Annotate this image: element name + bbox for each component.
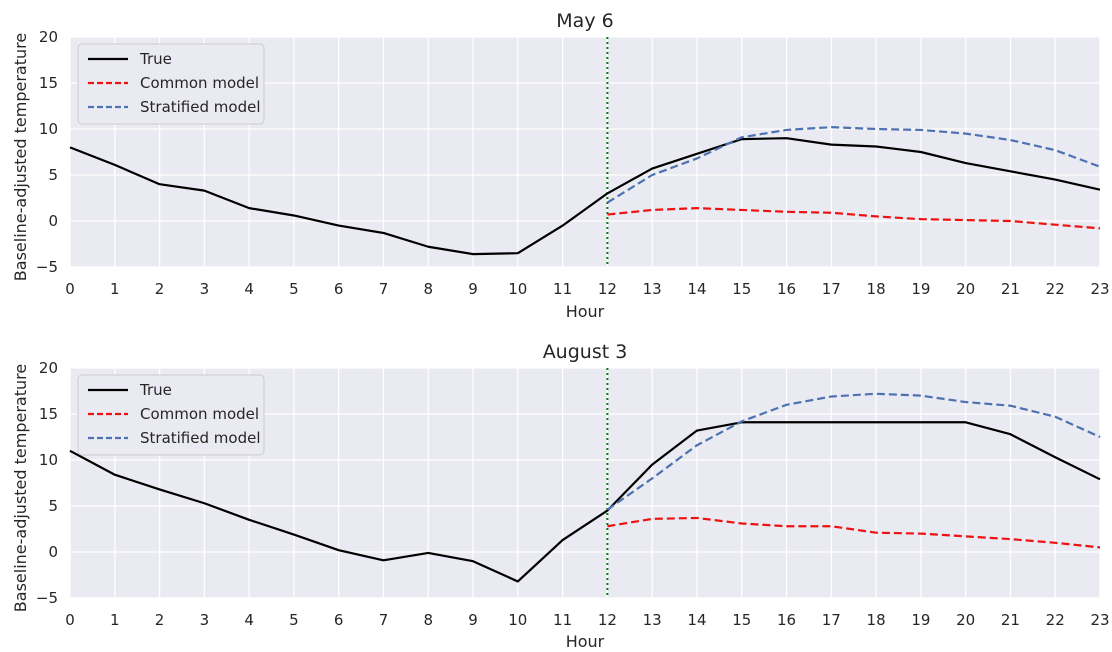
legend-label: True <box>139 381 172 399</box>
x-tick-label: 9 <box>468 611 478 629</box>
x-tick-label: 8 <box>423 611 433 629</box>
x-tick-label: 5 <box>289 611 299 629</box>
x-tick-label: 0 <box>65 611 75 629</box>
x-tick-label: 9 <box>468 280 478 298</box>
x-tick-label: 16 <box>777 280 796 298</box>
x-tick-label: 7 <box>379 611 389 629</box>
chart-panel-1: 0 1 2 3 4 5 6 7 8 9 10 11 12 13 14 15 16 17 18 19 20 21 22 23−5… <box>11 10 1110 321</box>
x-tick-label: 2 <box>155 280 165 298</box>
y-tick-label: 10 <box>39 120 58 138</box>
x-tick-label: 4 <box>244 611 254 629</box>
x-tick-label: 21 <box>1001 611 1020 629</box>
x-tick-label: 12 <box>598 280 617 298</box>
series-line-stratified-model <box>606 126 1101 204</box>
series-line-stratified-model <box>606 392 1101 511</box>
x-tick-label: 6 <box>334 611 344 629</box>
chart-title: August 3 <box>543 341 628 363</box>
y-axis-label: Baseline-adjusted temperature <box>11 33 30 281</box>
legend-label: Stratified model <box>140 429 260 447</box>
x-tick-label: 13 <box>643 280 662 298</box>
x-tick-label: 14 <box>687 280 706 298</box>
legend-box <box>77 43 265 125</box>
x-tick-label: 6 <box>334 280 344 298</box>
x-tick-label: 23 <box>1090 611 1109 629</box>
chart-panel-2: 0 1 2 3 4 5 6 7 8 9 10 11 12 13 14 15 16 17 18 19 20 21 22 23−5… <box>11 341 1110 651</box>
y-tick-label: −5 <box>36 589 58 607</box>
x-tick-label: 1 <box>110 280 120 298</box>
legend: True Common model Stratified model <box>77 374 265 456</box>
x-tick-label: 20 <box>956 611 975 629</box>
series-line-true <box>69 421 1101 583</box>
x-tick-label: 20 <box>956 280 975 298</box>
x-tick-label: 1 <box>110 611 120 629</box>
x-tick-label: 3 <box>200 280 210 298</box>
chart-title: May 6 <box>556 10 613 32</box>
x-tick-label: 2 <box>155 611 165 629</box>
x-tick-label: 18 <box>867 611 886 629</box>
x-tick-label: 3 <box>200 611 210 629</box>
x-tick-label: 11 <box>553 611 572 629</box>
series-line-common-model <box>607 516 1101 549</box>
x-tick-label: 13 <box>643 611 662 629</box>
x-tick-label: 22 <box>1046 280 1065 298</box>
x-tick-label: 15 <box>732 611 751 629</box>
x-tick-label: 19 <box>911 611 930 629</box>
legend-label: Stratified model <box>140 98 260 116</box>
legend-label: True <box>139 50 172 68</box>
x-axis-label: Hour <box>566 632 605 651</box>
y-tick-label: −5 <box>36 258 58 276</box>
x-tick-label: 8 <box>423 280 433 298</box>
y-tick-label: 20 <box>39 359 58 377</box>
y-tick-label: 0 <box>48 543 58 561</box>
y-axis-label: Baseline-adjusted temperature <box>11 364 30 612</box>
legend: True Common model Stratified model <box>77 43 265 125</box>
x-tick-label: 17 <box>822 611 841 629</box>
y-tick-label: 5 <box>48 166 58 184</box>
x-tick-label: 17 <box>822 280 841 298</box>
x-tick-label: 23 <box>1090 280 1109 298</box>
y-tick-label: 0 <box>48 212 58 230</box>
legend-label: Common model <box>140 74 259 92</box>
x-tick-label: 15 <box>732 280 751 298</box>
x-tick-label: 14 <box>687 611 706 629</box>
x-tick-label: 10 <box>508 280 527 298</box>
legend-label: Common model <box>140 405 259 423</box>
x-tick-label: 0 <box>65 280 75 298</box>
y-tick-label: 15 <box>39 405 58 423</box>
x-tick-label: 19 <box>911 280 930 298</box>
x-tick-label: 5 <box>289 280 299 298</box>
x-tick-label: 16 <box>777 611 796 629</box>
y-tick-label: 20 <box>39 28 58 46</box>
y-tick-label: 15 <box>39 74 58 92</box>
x-tick-label: 10 <box>508 611 527 629</box>
x-tick-label: 18 <box>867 280 886 298</box>
x-axis-label: Hour <box>566 302 605 321</box>
series-line-common-model <box>607 207 1101 230</box>
x-tick-label: 21 <box>1001 280 1020 298</box>
x-tick-label: 11 <box>553 280 572 298</box>
series-line-true <box>69 137 1101 256</box>
x-tick-label: 4 <box>244 280 254 298</box>
legend-box <box>77 374 265 456</box>
x-tick-label: 12 <box>598 611 617 629</box>
x-tick-label: 22 <box>1046 611 1065 629</box>
x-tick-label: 7 <box>379 280 389 298</box>
y-tick-label: 5 <box>48 497 58 515</box>
y-tick-label: 10 <box>39 451 58 469</box>
